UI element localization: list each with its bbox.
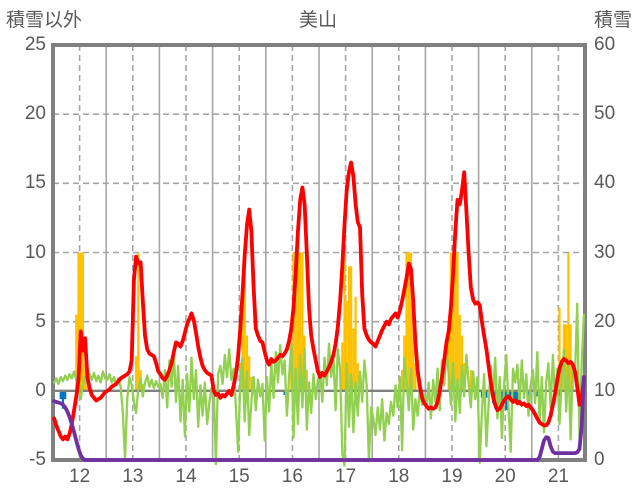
orange-precip-bars-bar [75,314,78,391]
orange-precip-bars-bar [558,307,561,391]
x-axis-tick-label: 21 [547,466,569,487]
x-axis-tick-label: 16 [281,466,303,487]
left-axis-tick-label: 20 [24,103,46,125]
x-axis-tick-label: 20 [494,466,516,487]
blue-bars-bar [59,390,62,400]
left-axis-tick-label: 15 [24,172,46,194]
orange-precip-bars-bar [347,266,351,391]
orange-precip-bars-bar [296,252,300,391]
chart-title: 美山 [298,10,337,31]
left-axis-title: 積雪以外 [6,10,83,31]
red-temperature-line [52,160,586,442]
blue-bars-bar [64,390,67,400]
orange-precip-bars-bar [401,370,404,391]
orange-precip-bars-bar [454,252,457,391]
x-axis-tick-label: 12 [69,466,91,487]
left-axis-tick-label: 5 [35,310,46,332]
x-axis-tick-label: 17 [335,466,357,487]
blue-bars-bar [500,390,503,408]
right-axis-tick-label: 40 [594,172,616,194]
orange-precip-bars-bar [352,328,355,391]
orange-precip-bars-bar [407,252,410,391]
orange-precip-bars-bar [469,370,472,391]
x-axis-tick-label: 18 [388,466,410,487]
orange-precip-bars-bar [341,342,344,391]
right-axis-tick-label: 60 [594,34,616,55]
orange-precip-bars-bar [565,324,568,391]
orange-precip-bars-bar [135,356,138,391]
orange-precip-bars-bar [305,370,308,391]
orange-precip-bars-bar [250,377,253,391]
orange-precip-bars-bar [294,252,297,391]
purple-snow-depth-line [52,375,586,462]
orange-precip-bars-bar [567,252,570,391]
orange-precip-bars-bar [245,335,249,391]
left-axis-tick-label: -5 [29,449,46,470]
x-axis-tick-label: 19 [441,466,463,487]
orange-precip-bars-bar [299,252,302,391]
orange-precip-bars-bar [241,294,244,391]
right-axis-tick-label: 0 [594,449,605,470]
orange-precip-bars-bar [81,252,85,391]
x-axis-tick-label: 15 [228,466,250,487]
orange-precip-bars-bar [452,252,455,391]
orange-precip-bars-bar [86,383,89,391]
orange-precip-bars-bar [409,252,413,391]
blue-bars-bar [536,390,539,397]
orange-precip-bars-bar [243,255,246,391]
blue-bars-bar [283,390,286,395]
orange-precip-bars-bar [350,266,353,391]
orange-precip-bars-bar [343,252,346,391]
orange-precip-bars-bar [460,335,464,391]
x-axis-tick-label: 14 [175,466,197,487]
orange-precip-bars-bar [456,252,459,391]
blue-bars-bar [527,390,530,397]
left-axis-tick-label: 0 [35,379,46,401]
orange-precip-bars-bar [414,363,417,391]
orange-precip-bars-bar [77,252,80,391]
blue-bars-bar [509,390,512,398]
blue-bars-bar [514,390,517,400]
orange-precip-bars-bar [354,296,357,391]
blue-bars-bar [61,390,65,409]
left-axis-tick-label: 10 [24,241,46,263]
right-axis-tick-label: 50 [594,103,616,125]
right-axis-tick-label: 10 [594,379,616,401]
right-axis-tick-label: 30 [594,241,616,263]
orange-precip-bars-bar [412,314,415,391]
orange-precip-bars-bar [458,314,461,391]
blue-bars-bar [516,390,519,405]
left-axis-tick-label: 25 [24,34,46,55]
blue-bars-bar [485,390,488,398]
orange-precip-bars-bar [405,252,408,391]
orange-precip-bars-bar [79,252,82,391]
blue-bars-bar [558,390,561,397]
orange-precip-bars-bar [356,363,359,391]
orange-precip-bars-bar [345,300,348,391]
x-axis-tick-label: 13 [122,466,144,487]
orange-precip-bars-bar [248,356,251,391]
right-axis-tick-label: 20 [594,310,616,332]
orange-precip-bars-bar [569,324,572,391]
orange-precip-bars-bar [301,252,304,391]
orange-precip-bars-bar [137,252,140,391]
right-axis-title: 積雪 [593,10,632,31]
